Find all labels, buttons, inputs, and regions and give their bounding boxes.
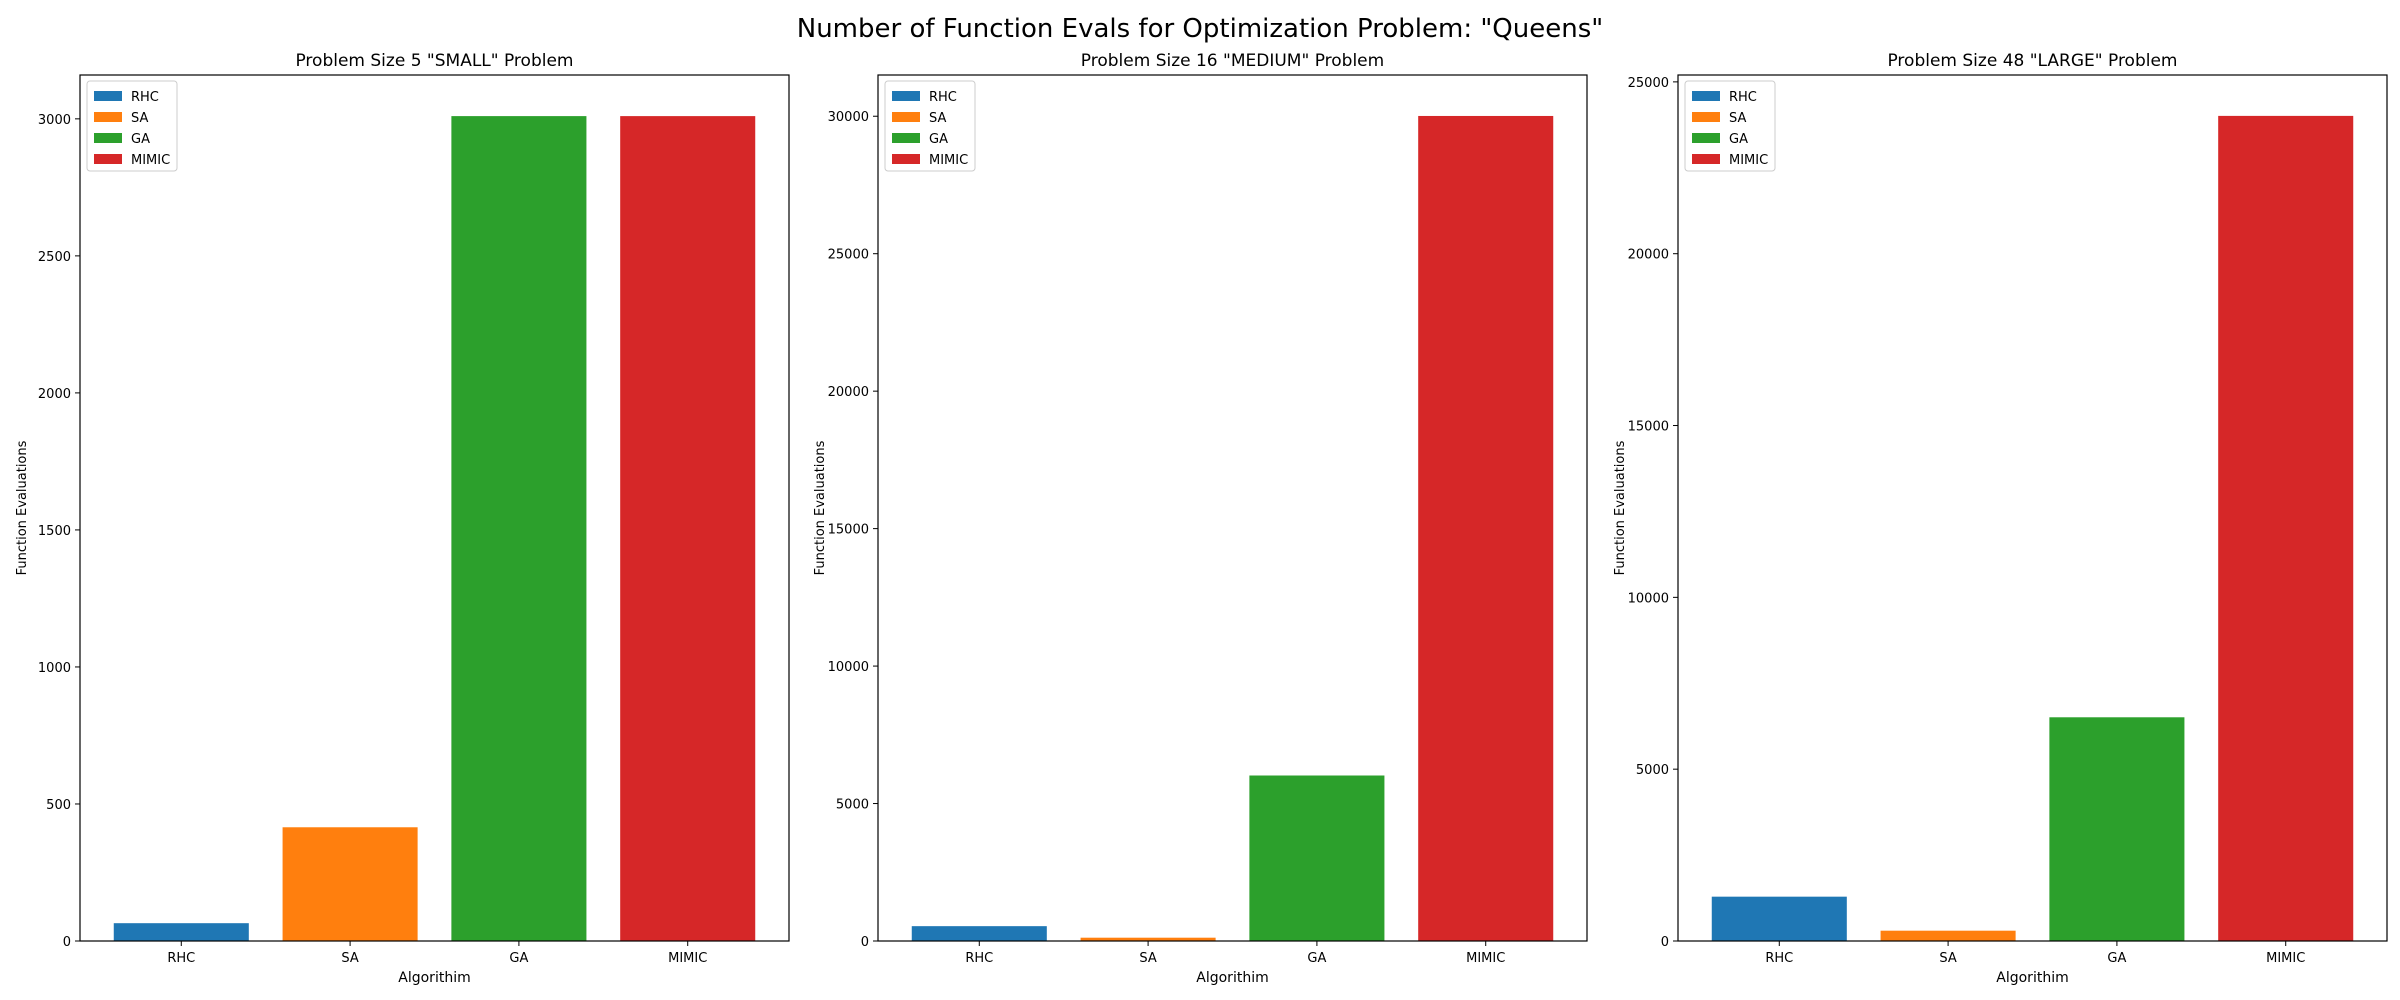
- legend-swatch: [1692, 91, 1720, 101]
- y-axis-label: Function Evaluations: [813, 440, 828, 575]
- bar-sa: [1880, 930, 2016, 941]
- chart-panel-1: Problem Size 5 "SMALL" Problem RHC SA GA MIM…: [15, 51, 790, 986]
- chart-title: Problem Size 16 "MEDIUM" Problem: [1081, 51, 1384, 71]
- x-axis-label: Algorithim: [398, 970, 470, 986]
- legend-box: [884, 80, 976, 172]
- x-tick-label: SA: [1139, 951, 1156, 966]
- figure-title: Number of Function Evals for Optimizatio…: [796, 14, 1604, 44]
- chart-panel-2: Problem Size 16 "MEDIUM" Problem RHC SA GA M…: [813, 51, 1588, 986]
- y-tick-label: 10000: [828, 660, 869, 675]
- chart-title: Problem Size 5 "SMALL" Problem: [295, 51, 573, 71]
- x-tick-label: GA: [509, 951, 528, 966]
- legend-label: GA: [1729, 132, 1748, 147]
- y-tick-label: 2000: [38, 387, 71, 402]
- legend: RHC SA GA MIMIC: [884, 80, 976, 172]
- x-tick-label: MIMIC: [1466, 951, 1505, 966]
- legend-label: MIMIC: [131, 153, 170, 168]
- legend-swatch: [94, 91, 122, 101]
- bar-ga: [2049, 717, 2185, 941]
- bar-sa: [1080, 937, 1216, 941]
- bar-mimic: [2218, 115, 2354, 941]
- legend-label: SA: [929, 111, 946, 126]
- bar-mimic: [1418, 115, 1554, 941]
- x-tick-label: GA: [2107, 951, 2126, 966]
- legend-label: MIMIC: [929, 153, 968, 168]
- y-tick-label: 1000: [38, 661, 71, 676]
- y-tick-label: 10000: [1628, 591, 1669, 606]
- axes-frame: [79, 74, 790, 942]
- axes-frame: [877, 74, 1588, 942]
- y-axis-label: Function Evaluations: [15, 440, 30, 575]
- y-tick-label: 15000: [1628, 420, 1669, 435]
- x-tick-label: RHC: [965, 951, 993, 966]
- legend-swatch: [892, 154, 920, 164]
- x-tick-label: SA: [1939, 951, 1956, 966]
- chart-title: Problem Size 48 "LARGE" Problem: [1887, 51, 2177, 71]
- legend: RHC SA GA MIMIC: [1684, 80, 1776, 172]
- x-tick-label: RHC: [167, 951, 195, 966]
- y-tick-label: 3000: [38, 113, 71, 128]
- bar-ga: [1249, 775, 1385, 941]
- legend-box: [1684, 80, 1776, 172]
- bar-rhc: [113, 923, 249, 941]
- x-tick-label: MIMIC: [2266, 951, 2305, 966]
- x-axis-label: Algorithim: [1196, 970, 1268, 986]
- legend-swatch: [94, 112, 122, 122]
- legend-label: GA: [131, 132, 150, 147]
- bar-rhc: [1711, 896, 1847, 941]
- legend-swatch: [94, 154, 122, 164]
- y-tick-label: 5000: [836, 798, 869, 813]
- x-tick-label: RHC: [1765, 951, 1793, 966]
- legend-box: [86, 80, 178, 172]
- chart-panel-3: Problem Size 48 "LARGE" Problem RHC SA GA MI…: [1613, 51, 2388, 986]
- y-tick-label: 20000: [828, 385, 869, 400]
- x-axis-label: Algorithim: [1996, 970, 2068, 986]
- legend-swatch: [892, 112, 920, 122]
- legend-label: RHC: [131, 90, 159, 105]
- legend-swatch: [94, 133, 122, 143]
- y-tick-label: 0: [861, 935, 869, 950]
- y-tick-label: 25000: [1628, 76, 1669, 91]
- x-tick-label: MIMIC: [668, 951, 707, 966]
- legend-label: SA: [131, 111, 148, 126]
- y-tick-label: 500: [46, 798, 71, 813]
- legend-swatch: [1692, 154, 1720, 164]
- legend-label: MIMIC: [1729, 153, 1768, 168]
- y-tick-label: 15000: [828, 523, 869, 538]
- bar-rhc: [911, 926, 1047, 941]
- legend: RHC SA GA MIMIC: [86, 80, 178, 172]
- bar-sa: [282, 827, 418, 941]
- y-tick-label: 5000: [1636, 763, 1669, 778]
- x-tick-label: SA: [341, 951, 358, 966]
- y-tick-label: 1500: [38, 524, 71, 539]
- bar-ga: [451, 116, 587, 941]
- y-tick-label: 0: [1661, 935, 1669, 950]
- legend-swatch: [892, 133, 920, 143]
- legend-swatch: [1692, 133, 1720, 143]
- axes-frame: [1677, 74, 2388, 942]
- legend-label: RHC: [1729, 90, 1757, 105]
- y-tick-label: 30000: [828, 110, 869, 125]
- legend-swatch: [892, 91, 920, 101]
- y-axis-label: Function Evaluations: [1613, 440, 1628, 575]
- legend-label: GA: [929, 132, 948, 147]
- legend-label: SA: [1729, 111, 1746, 126]
- bar-mimic: [620, 116, 756, 941]
- y-tick-label: 25000: [828, 248, 869, 263]
- y-tick-label: 0: [63, 935, 71, 950]
- x-tick-label: GA: [1307, 951, 1326, 966]
- legend-label: RHC: [929, 90, 957, 105]
- y-tick-label: 2500: [38, 250, 71, 265]
- legend-swatch: [1692, 112, 1720, 122]
- y-tick-label: 20000: [1628, 248, 1669, 263]
